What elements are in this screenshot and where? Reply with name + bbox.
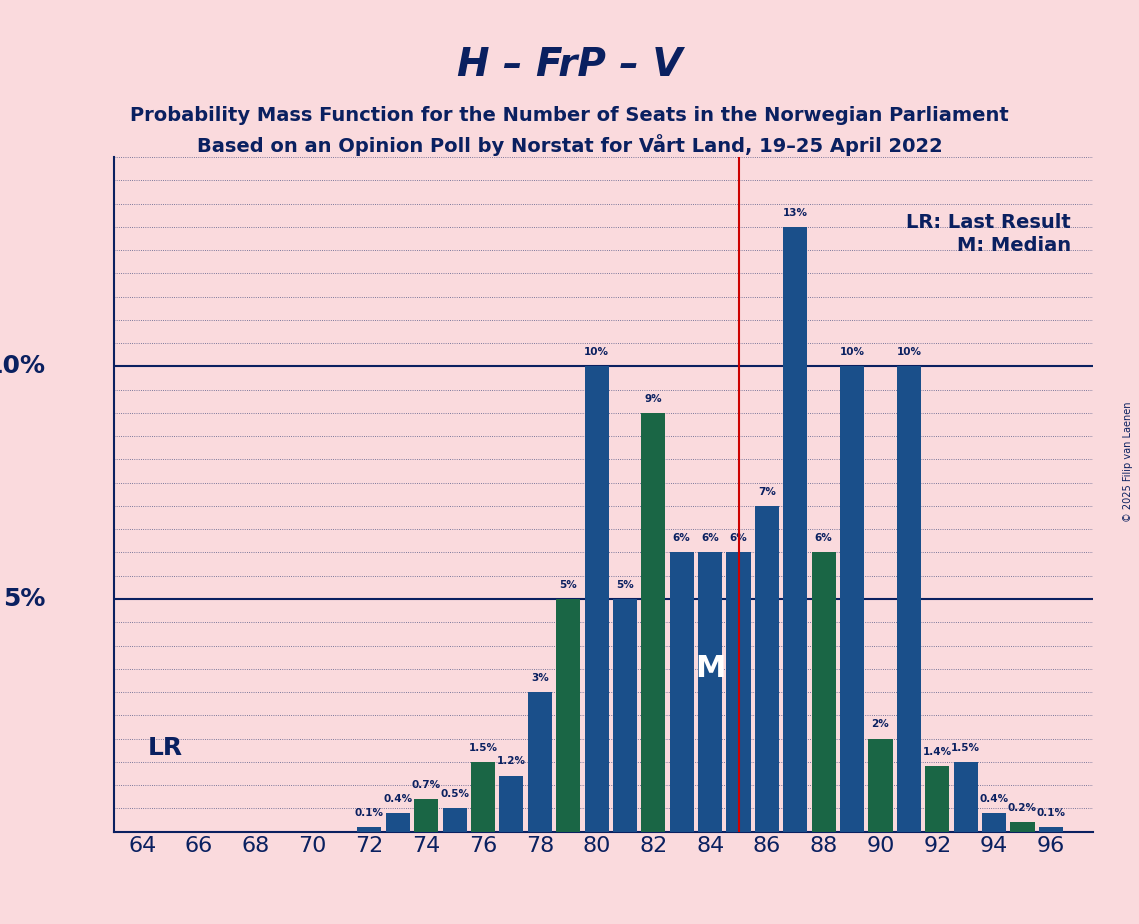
- Bar: [556, 599, 580, 832]
- Text: LR: Last Result: LR: Last Result: [906, 213, 1071, 232]
- Text: © 2025 Filip van Laenen: © 2025 Filip van Laenen: [1123, 402, 1133, 522]
- Text: M: Median: M: Median: [957, 236, 1071, 255]
- Text: 2%: 2%: [871, 719, 890, 729]
- Bar: [982, 813, 1006, 832]
- Text: 10%: 10%: [839, 347, 865, 357]
- Bar: [1039, 827, 1063, 832]
- Text: 6%: 6%: [730, 533, 747, 543]
- Text: 6%: 6%: [814, 533, 833, 543]
- Text: 10%: 10%: [584, 347, 609, 357]
- Text: LR: LR: [148, 736, 183, 760]
- Text: 0.1%: 0.1%: [1036, 808, 1065, 818]
- Bar: [641, 413, 665, 832]
- Bar: [670, 553, 694, 832]
- Bar: [358, 827, 382, 832]
- Bar: [812, 553, 836, 832]
- Bar: [613, 599, 637, 832]
- Bar: [698, 553, 722, 832]
- Bar: [841, 367, 865, 832]
- Text: 0.4%: 0.4%: [383, 794, 412, 804]
- Text: 7%: 7%: [757, 487, 776, 497]
- Bar: [953, 761, 977, 832]
- Text: 0.4%: 0.4%: [980, 794, 1009, 804]
- Bar: [925, 767, 949, 832]
- Text: Based on an Opinion Poll by Norstat for Vårt Land, 19–25 April 2022: Based on an Opinion Poll by Norstat for …: [197, 134, 942, 156]
- Bar: [784, 227, 808, 832]
- Text: 5%: 5%: [616, 579, 633, 590]
- Text: H – FrP – V: H – FrP – V: [457, 46, 682, 84]
- Bar: [584, 367, 608, 832]
- Text: M: M: [695, 654, 726, 683]
- Bar: [415, 799, 439, 832]
- Bar: [499, 776, 524, 832]
- Text: 5%: 5%: [3, 587, 46, 611]
- Text: 0.7%: 0.7%: [411, 780, 441, 790]
- Bar: [896, 367, 921, 832]
- Bar: [868, 738, 893, 832]
- Text: 13%: 13%: [782, 208, 808, 217]
- Text: 0.5%: 0.5%: [440, 789, 469, 799]
- Bar: [727, 553, 751, 832]
- Bar: [755, 506, 779, 832]
- Text: Probability Mass Function for the Number of Seats in the Norwegian Parliament: Probability Mass Function for the Number…: [130, 106, 1009, 126]
- Text: 0.1%: 0.1%: [355, 808, 384, 818]
- Text: 6%: 6%: [702, 533, 719, 543]
- Text: 1.4%: 1.4%: [923, 748, 952, 757]
- Text: 0.2%: 0.2%: [1008, 803, 1036, 813]
- Text: 9%: 9%: [645, 394, 662, 404]
- Bar: [1010, 822, 1034, 832]
- Text: 1.5%: 1.5%: [951, 743, 981, 752]
- Bar: [386, 813, 410, 832]
- Bar: [443, 808, 467, 832]
- Text: 1.5%: 1.5%: [468, 743, 498, 752]
- Bar: [470, 761, 495, 832]
- Text: 6%: 6%: [673, 533, 690, 543]
- Bar: [527, 692, 552, 832]
- Text: 1.2%: 1.2%: [497, 757, 526, 767]
- Text: 5%: 5%: [559, 579, 577, 590]
- Text: 10%: 10%: [0, 355, 46, 379]
- Text: 10%: 10%: [896, 347, 921, 357]
- Text: 3%: 3%: [531, 673, 549, 683]
